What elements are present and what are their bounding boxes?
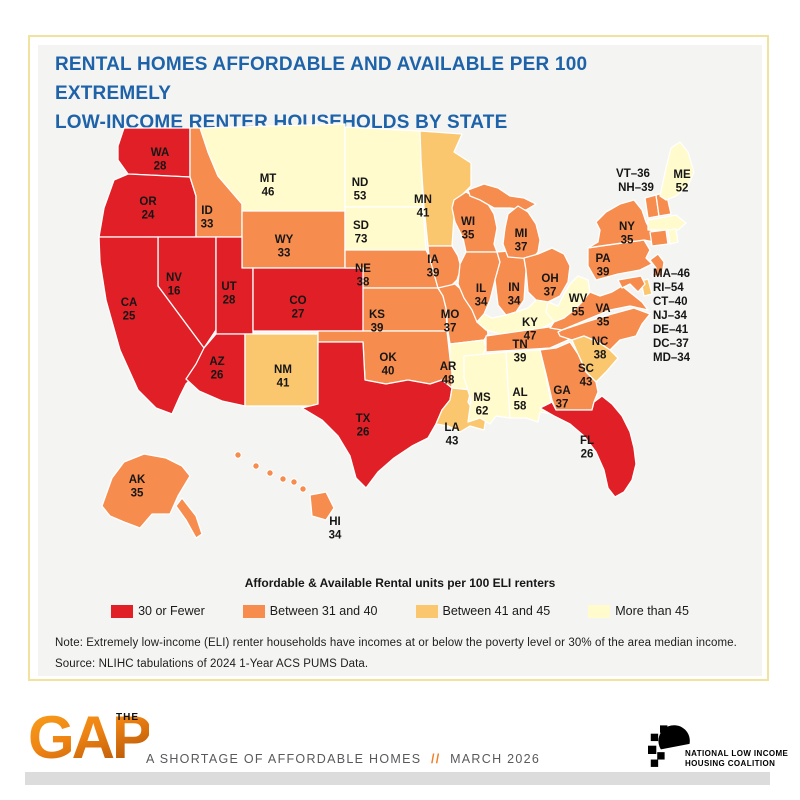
legend-swatch-2 <box>415 604 438 618</box>
legend-item-3: More than 45 <box>588 604 689 618</box>
report-tagline: A SHORTAGE OF AFFORDABLE HOMES // MARCH … <box>146 752 540 766</box>
gap-logo-the: THE <box>116 712 139 723</box>
legend-title: Affordable & Available Rental units per … <box>244 576 556 590</box>
legend-swatch-3 <box>588 604 611 618</box>
nlihc-house-icon <box>648 725 690 767</box>
legend-item-2: Between 41 and 45 <box>415 604 551 618</box>
tagline-prefix: A SHORTAGE OF AFFORDABLE HOMES <box>146 752 422 766</box>
nlihc-logo-text: NATIONAL LOW INCOME HOUSING COALITION <box>685 749 788 768</box>
page-title-line1: RENTAL HOMES AFFORDABLE AND AVAILABLE PE… <box>55 54 588 104</box>
legend-item-0: 30 or Fewer <box>111 604 205 618</box>
page-title-line2: LOW-INCOME RENTER HOUSEHOLDS BY STATE <box>55 112 508 133</box>
legend-label-3: More than 45 <box>615 604 689 618</box>
tagline-suffix: MARCH 2026 <box>450 752 541 766</box>
legend: 30 or Fewer Between 31 and 40 Between 41 a… <box>38 602 762 620</box>
legend-label-1: Between 31 and 40 <box>269 604 378 618</box>
nlihc-logo: NATIONAL LOW INCOME HOUSING COALITION <box>648 712 788 770</box>
tagline-separator: // <box>430 752 441 766</box>
footer-divider-strip <box>25 772 770 785</box>
legend-label-2: Between 41 and 45 <box>442 604 551 618</box>
source-text: Source: NLIHC tabulations of 2024 1-Year… <box>55 658 369 670</box>
legend-item-1: Between 31 and 40 <box>242 604 378 618</box>
nlihc-logo-line1: NATIONAL LOW INCOME <box>685 749 789 758</box>
nlihc-logo-line2: HOUSING COALITION <box>685 758 776 768</box>
gap-logo: GAP <box>28 704 152 771</box>
note-text: Note: Extremely low-income (ELI) renter … <box>55 637 737 649</box>
legend-swatch-0 <box>111 604 134 618</box>
legend-label-0: 30 or Fewer <box>138 604 205 618</box>
legend-swatch-1 <box>242 604 265 618</box>
page-title: RENTAL HOMES AFFORDABLE AND AVAILABLE PE… <box>55 50 695 137</box>
